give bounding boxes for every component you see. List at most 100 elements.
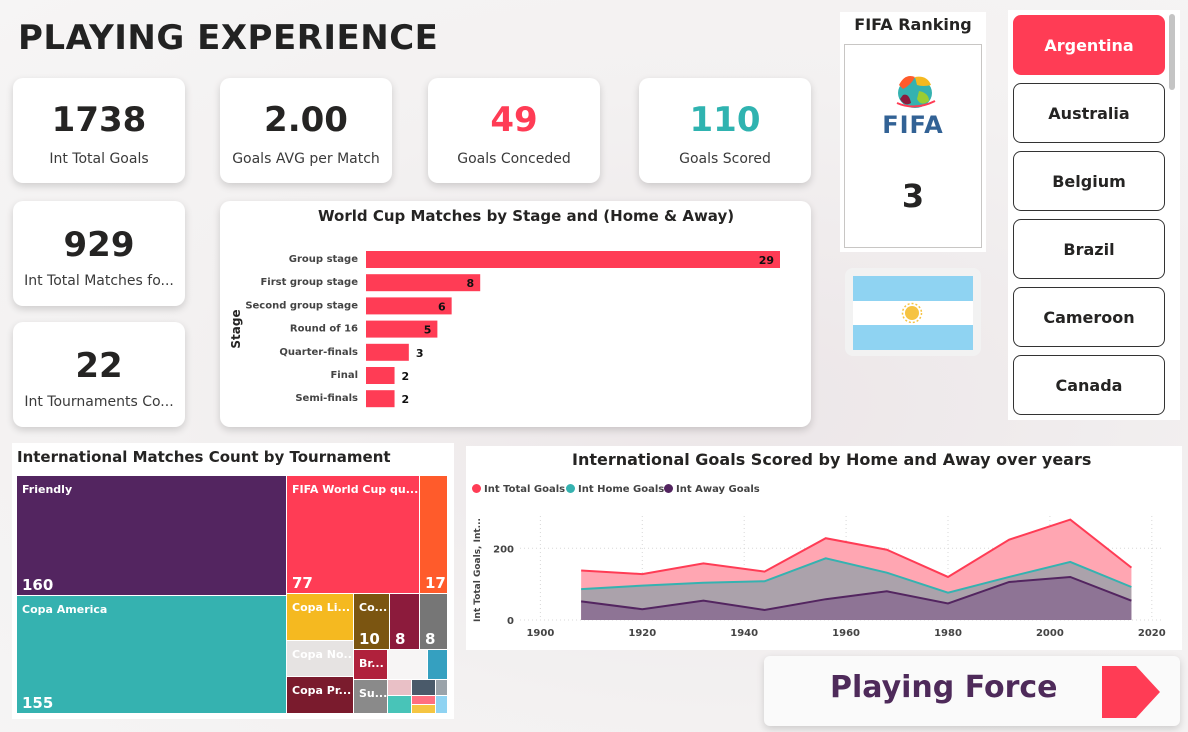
- legend-int-total-goals[interactable]: Int Total Goals: [472, 484, 565, 495]
- playing-force-label: Playing Force: [830, 670, 1058, 705]
- kpi-label: Int Tournaments Co...: [24, 394, 174, 410]
- treemap-value: 17: [425, 574, 446, 592]
- treemap-cell-copa-libertadores[interactable]: Copa Li...: [287, 594, 354, 641]
- treemap-cell-small[interactable]: [436, 680, 448, 696]
- slicer-item-cameroon[interactable]: Cameroon: [1013, 287, 1165, 347]
- treemap-cell-small[interactable]: [412, 696, 436, 705]
- country-slicer: Argentina Australia Belgium Brazil Camer…: [1008, 10, 1180, 420]
- stage-bar-chart: Stage Group stage 29 First group stage 8 Seco…: [229, 251, 780, 408]
- treemap-cell-small[interactable]: [436, 696, 448, 714]
- legend-label: Int Away Goals: [676, 484, 760, 495]
- bar-value-label: 8: [467, 277, 475, 290]
- tournament-treemap-card: International Matches Count by Tournamen…: [12, 443, 454, 719]
- kpi-value: 929: [63, 225, 135, 265]
- slicer-item-argentina[interactable]: Argentina: [1013, 15, 1165, 75]
- page-title: PLAYING EXPERIENCE: [18, 18, 439, 58]
- treemap-cell-small[interactable]: [412, 680, 436, 696]
- y-tick-label: 0: [507, 616, 514, 627]
- treemap-cell-small[interactable]: [412, 705, 436, 714]
- kpi-value: 110: [689, 100, 761, 140]
- treemap-cell-wc-qualifiers[interactable]: FIFA World Cup qu... 77: [287, 476, 420, 594]
- treemap-cell-small[interactable]: [388, 650, 428, 680]
- kpi-int-total-matches: 929 Int Total Matches fo...: [13, 201, 185, 306]
- treemap-cell-copa-america[interactable]: Copa America 155: [17, 596, 287, 714]
- country-flag-card: [845, 268, 981, 356]
- fifa-ranking-card: FIFA Ranking FIFA 3: [840, 12, 986, 252]
- bar-category-label: Semi-finals: [295, 393, 358, 404]
- goals-area-chart: 1900 1920 1940 1960 1980 2000 2020 0 200 Int Tota…: [473, 516, 1166, 639]
- treemap-cell-co[interactable]: Co... 10: [354, 594, 390, 650]
- bar: [366, 343, 409, 361]
- bar-category-label: Round of 16: [290, 324, 358, 335]
- bar-category-label: Final: [330, 370, 358, 381]
- slicer-item-belgium[interactable]: Belgium: [1013, 151, 1165, 211]
- legend-dot: [566, 484, 575, 493]
- x-tick-label: 1920: [628, 628, 656, 639]
- treemap-value: 8: [395, 630, 406, 648]
- kpi-value: 22: [75, 346, 123, 386]
- bar-category-label: Quarter-finals: [279, 347, 358, 358]
- legend-dot: [664, 484, 673, 493]
- y-tick-label: 200: [493, 544, 514, 555]
- kpi-int-total-goals: 1738 Int Total Goals: [13, 78, 185, 183]
- bar-category-label: First group stage: [260, 277, 358, 288]
- treemap-value: 8: [425, 630, 436, 648]
- series-line-int-total-goals: [581, 518, 1133, 579]
- kpi-value: 49: [490, 100, 538, 140]
- treemap-cell-maroon[interactable]: 8: [390, 594, 420, 650]
- x-tick-label: 1900: [526, 628, 554, 639]
- arrow-right-icon: [1102, 666, 1160, 718]
- treemap-cell-copa-no[interactable]: Copa No...: [287, 641, 354, 677]
- bar-value-label: 2: [402, 370, 410, 383]
- treemap-cell-su[interactable]: Su...: [354, 680, 388, 714]
- chart-title: International Matches Count by Tournamen…: [17, 448, 391, 466]
- bar-category-label: Group stage: [289, 254, 358, 265]
- y-axis-label: Stage: [229, 309, 243, 348]
- fifa-logo-text: FIFA: [882, 111, 944, 139]
- slicer-scrollbar[interactable]: [1169, 14, 1175, 90]
- legend-label: Int Total Goals: [484, 484, 566, 495]
- kpi-label: Int Total Goals: [49, 151, 149, 167]
- treemap-value: 10: [359, 630, 380, 648]
- treemap-label: Copa Li...: [292, 601, 351, 614]
- kpi-label: Int Total Matches fo...: [24, 273, 174, 289]
- treemap-label: Copa America: [22, 603, 108, 616]
- bar-value-label: 29: [759, 254, 774, 267]
- treemap-cell-small[interactable]: [388, 680, 412, 696]
- treemap-cell-br[interactable]: Br...: [354, 650, 388, 680]
- treemap-cell-small[interactable]: [388, 696, 412, 714]
- playing-force-button[interactable]: Playing Force: [764, 656, 1180, 726]
- stage-bar-chart-card: World Cup Matches by Stage and (Home & A…: [220, 201, 811, 427]
- treemap-label: Copa Pr...: [292, 684, 352, 697]
- kpi-label: Goals Scored: [679, 151, 771, 167]
- treemap-value: 160: [22, 576, 54, 594]
- x-tick-label: 1940: [730, 628, 758, 639]
- legend-int-home-goals[interactable]: Int Home Goals: [566, 484, 664, 495]
- series-line-int-away-goals: [581, 575, 1132, 611]
- bar: [366, 320, 438, 338]
- ranking-value: 3: [901, 177, 925, 215]
- treemap-cell-orange[interactable]: 17: [420, 476, 448, 594]
- ranking-inner: FIFA 3: [844, 44, 982, 248]
- bar: [366, 367, 395, 384]
- kpi-goals-avg: 2.00 Goals AVG per Match: [220, 78, 392, 183]
- treemap-cell-copa-pr[interactable]: Copa Pr...: [287, 677, 354, 714]
- treemap-cell-small[interactable]: [428, 650, 448, 680]
- ranking-title: FIFA Ranking: [854, 15, 972, 34]
- bar: [366, 274, 481, 292]
- treemap-cell-gray[interactable]: 8: [420, 594, 448, 650]
- kpi-value: 1738: [51, 100, 147, 140]
- slicer-item-canada[interactable]: Canada: [1013, 355, 1165, 415]
- kpi-label: Goals AVG per Match: [232, 151, 380, 167]
- treemap-label: FIFA World Cup qu...: [292, 483, 419, 496]
- treemap-value: 77: [292, 574, 313, 592]
- slicer-item-brazil[interactable]: Brazil: [1013, 219, 1165, 279]
- legend-int-away-goals[interactable]: Int Away Goals: [664, 484, 760, 495]
- kpi-goals-conceded: 49 Goals Conceded: [428, 78, 600, 183]
- legend-label: Int Home Goals: [578, 484, 665, 495]
- chart-title: World Cup Matches by Stage and (Home & A…: [318, 207, 735, 225]
- treemap-cell-friendly[interactable]: Friendly 160: [17, 476, 287, 596]
- slicer-item-australia[interactable]: Australia: [1013, 83, 1165, 143]
- fifa-globe-icon: [896, 76, 936, 108]
- x-tick-label: 1960: [832, 628, 860, 639]
